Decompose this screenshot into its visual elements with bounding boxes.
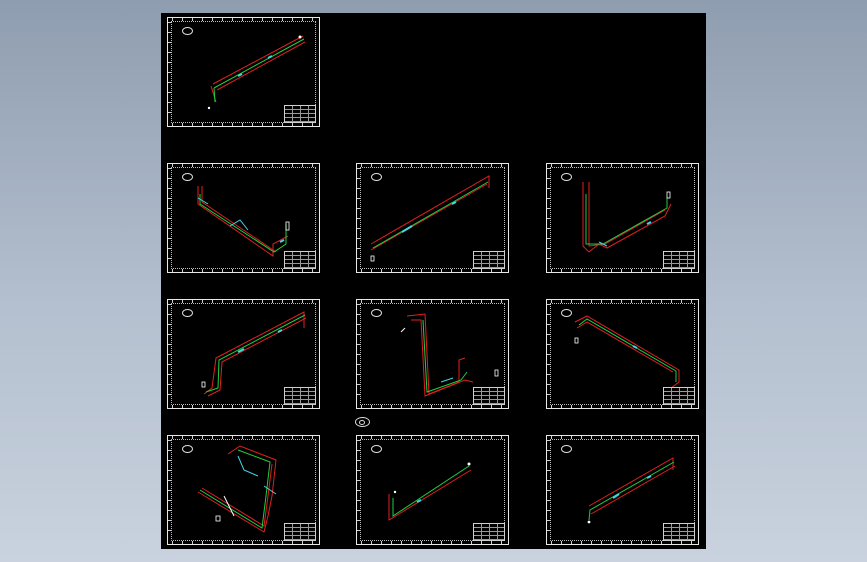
frame-ruler bbox=[168, 22, 171, 122]
title-block bbox=[663, 387, 695, 405]
drawing-sheet-8[interactable] bbox=[167, 435, 320, 545]
frame-ruler bbox=[168, 304, 171, 404]
frame-ruler bbox=[172, 164, 315, 167]
inner-border bbox=[171, 21, 316, 123]
view-center-icon[interactable] bbox=[355, 417, 370, 427]
frame-ruler bbox=[172, 269, 315, 272]
inner-border bbox=[550, 167, 695, 269]
drawing-sheet-4[interactable] bbox=[546, 163, 699, 273]
isometric-pipe-drawing bbox=[197, 186, 290, 257]
isometric-pipe-drawing bbox=[587, 457, 676, 524]
drawing-sheet-7[interactable] bbox=[546, 299, 699, 409]
ellipse-tag-icon bbox=[371, 309, 382, 317]
frame-ruler bbox=[357, 440, 360, 540]
frame-ruler bbox=[172, 300, 315, 303]
frame-ruler bbox=[357, 168, 360, 268]
title-block bbox=[473, 251, 505, 269]
frame-ruler bbox=[547, 168, 550, 268]
drawing-sheet-3[interactable] bbox=[356, 163, 509, 273]
inner-border bbox=[360, 167, 505, 269]
title-block bbox=[284, 523, 316, 541]
frame-ruler bbox=[361, 300, 504, 303]
frame-ruler bbox=[357, 304, 360, 404]
frame-ruler bbox=[168, 168, 171, 268]
drawing-sheet-6[interactable] bbox=[356, 299, 509, 409]
isometric-pipe-drawing bbox=[197, 445, 277, 533]
frame-ruler bbox=[547, 304, 550, 404]
ellipse-tag-icon bbox=[371, 173, 382, 181]
frame-ruler bbox=[361, 405, 504, 408]
ellipse-tag-icon bbox=[371, 445, 382, 453]
frame-ruler bbox=[168, 440, 171, 540]
inner-border bbox=[550, 303, 695, 405]
title-block bbox=[473, 523, 505, 541]
frame-ruler bbox=[551, 541, 694, 544]
drawing-sheet-5[interactable] bbox=[167, 299, 320, 409]
ellipse-tag-icon bbox=[561, 309, 572, 317]
drawing-viewport[interactable] bbox=[161, 13, 706, 549]
isometric-pipe-drawing bbox=[400, 313, 499, 397]
inner-border bbox=[360, 303, 505, 405]
frame-ruler bbox=[361, 541, 504, 544]
inner-border bbox=[550, 439, 695, 541]
isometric-pipe-drawing bbox=[201, 311, 307, 397]
drawing-sheet-10[interactable] bbox=[546, 435, 699, 545]
ellipse-tag-icon bbox=[182, 445, 193, 453]
frame-ruler bbox=[551, 164, 694, 167]
title-block bbox=[663, 523, 695, 541]
frame-ruler bbox=[547, 440, 550, 540]
isometric-pipe-drawing bbox=[207, 35, 306, 110]
inner-border bbox=[171, 303, 316, 405]
title-block bbox=[284, 387, 316, 405]
ellipse-tag-icon bbox=[182, 27, 193, 35]
drawing-sheet-9[interactable] bbox=[356, 435, 509, 545]
frame-ruler bbox=[551, 300, 694, 303]
title-block bbox=[663, 251, 695, 269]
drawing-sheet-1[interactable] bbox=[167, 17, 320, 127]
isometric-pipe-drawing bbox=[582, 182, 672, 253]
ellipse-tag-icon bbox=[561, 173, 572, 181]
frame-ruler bbox=[361, 269, 504, 272]
drawing-sheet-2[interactable] bbox=[167, 163, 320, 273]
inner-border bbox=[171, 167, 316, 269]
frame-ruler bbox=[172, 123, 315, 126]
title-block bbox=[284, 105, 316, 123]
ellipse-tag-icon bbox=[182, 173, 193, 181]
inner-border bbox=[360, 439, 505, 541]
isometric-pipe-drawing bbox=[370, 175, 490, 262]
frame-ruler bbox=[172, 405, 315, 408]
inner-border bbox=[171, 439, 316, 541]
frame-ruler bbox=[551, 405, 694, 408]
frame-ruler bbox=[361, 436, 504, 439]
frame-ruler bbox=[172, 436, 315, 439]
frame-ruler bbox=[551, 436, 694, 439]
title-block bbox=[284, 251, 316, 269]
frame-ruler bbox=[551, 269, 694, 272]
title-block bbox=[473, 387, 505, 405]
frame-ruler bbox=[172, 541, 315, 544]
ellipse-tag-icon bbox=[182, 309, 193, 317]
isometric-pipe-drawing bbox=[388, 462, 472, 521]
ellipse-tag-icon bbox=[561, 445, 572, 453]
frame-ruler bbox=[361, 164, 504, 167]
isometric-pipe-drawing bbox=[574, 315, 680, 389]
frame-ruler bbox=[172, 18, 315, 21]
